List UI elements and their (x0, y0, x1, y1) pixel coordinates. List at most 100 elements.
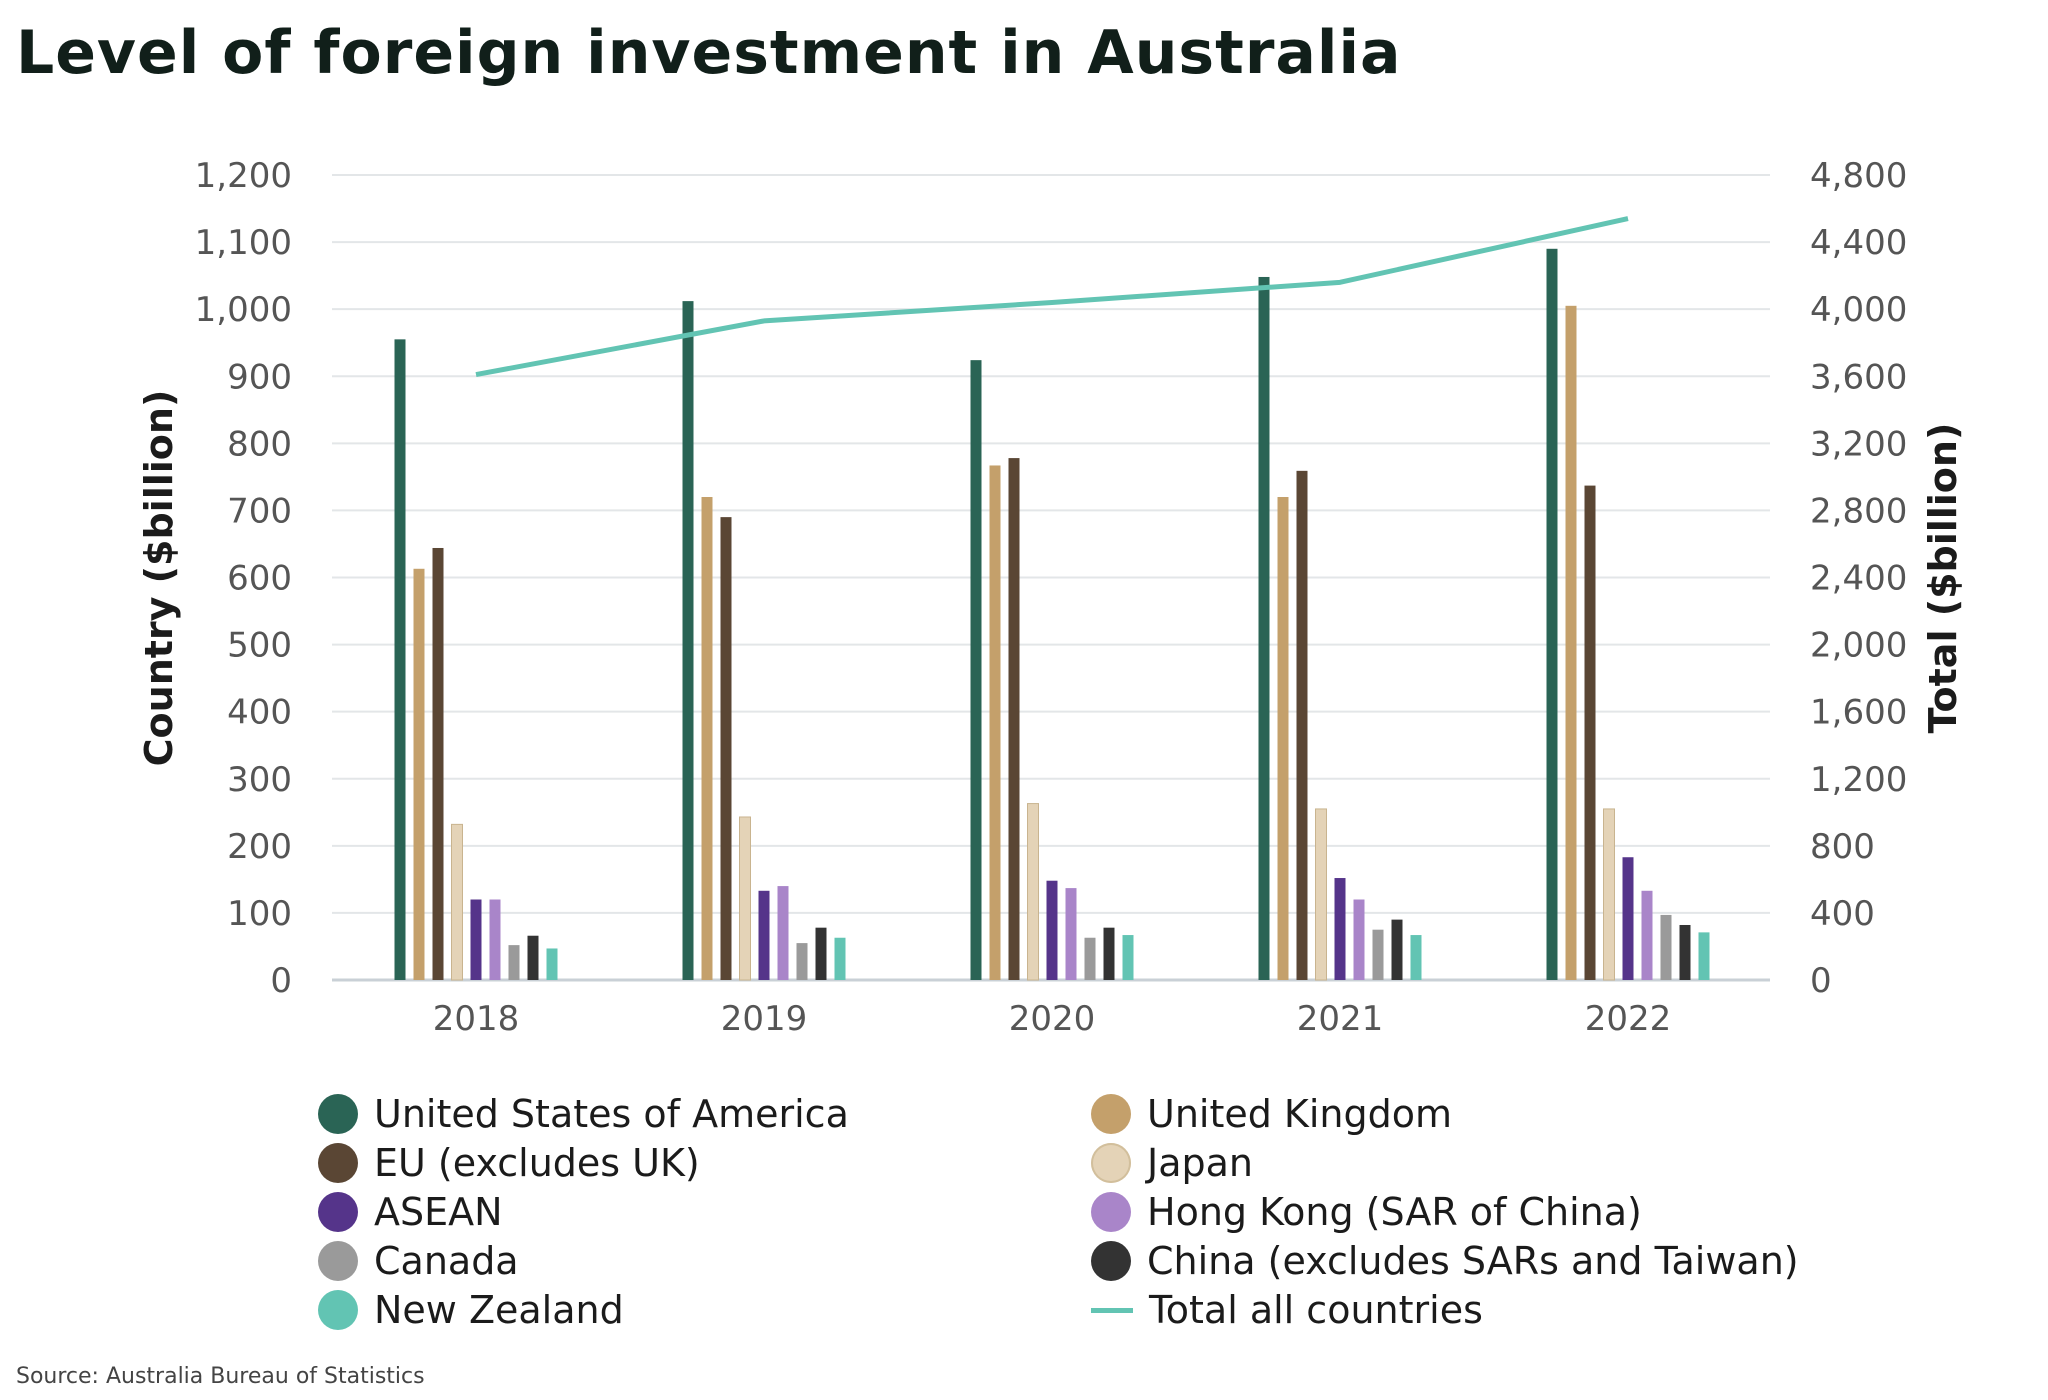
bar-united-states-of-america-2020 (970, 360, 982, 980)
bar-new-zealand-2018 (546, 948, 558, 980)
legend-swatch (1091, 1094, 1131, 1134)
bar-hong-kong-sar-of-china--2020 (1065, 888, 1077, 980)
bar-new-zealand-2019 (834, 937, 846, 980)
bar-eu-excludes-uk--2020 (1008, 458, 1020, 980)
bar-hong-kong-sar-of-china--2022 (1641, 890, 1653, 980)
legend-swatch (318, 1094, 358, 1134)
bar-hong-kong-sar-of-china--2021 (1353, 899, 1365, 980)
legend-swatch (318, 1241, 358, 1281)
right-tick-label: 3,600 (1810, 357, 1907, 397)
right-tick-label: 0 (1810, 961, 1832, 1001)
left-tick-label: 900 (227, 357, 292, 397)
legend-swatch (1091, 1192, 1131, 1232)
left-tick-label: 400 (227, 693, 292, 733)
bar-asean-2021 (1334, 878, 1346, 980)
legend-label: United Kingdom (1147, 1092, 1453, 1136)
legend-item: United Kingdom (1091, 1092, 1452, 1136)
legend-swatch (318, 1143, 358, 1183)
legend-swatch (1091, 1307, 1133, 1313)
x-tick-label: 2021 (1297, 999, 1384, 1039)
bar-united-states-of-america-2018 (394, 339, 406, 981)
x-tick-label: 2019 (721, 999, 808, 1039)
bar-united-states-of-america-2021 (1258, 276, 1270, 980)
left-tick-label: 700 (227, 491, 292, 531)
legend-swatch (1091, 1143, 1131, 1183)
bar-china-excludes-sars-and-taiwan--2019 (815, 927, 827, 980)
bar-eu-excludes-uk--2022 (1584, 485, 1596, 980)
bar-asean-2020 (1046, 880, 1058, 980)
legend-item: China (excludes SARs and Taiwan) (1091, 1239, 1799, 1283)
bar-eu-excludes-uk--2021 (1296, 470, 1308, 980)
bar-united-kingdom-2020 (989, 465, 1001, 980)
bar-china-excludes-sars-and-taiwan--2020 (1103, 927, 1115, 980)
chart-title: Level of foreign investment in Australia (16, 18, 1402, 88)
legend-label: EU (excludes UK) (374, 1141, 700, 1185)
right-tick-label: 2,800 (1810, 491, 1907, 531)
legend-swatch (318, 1290, 358, 1330)
bar-canada-2021 (1372, 929, 1384, 980)
legend-swatch (318, 1192, 358, 1232)
legend-item: ASEAN (318, 1190, 503, 1234)
x-tick-label: 2020 (1009, 999, 1096, 1039)
chart-area: 0 100 200 300 400 500 600 700 800 900 1,000 1,100 1,… (137, 156, 1965, 1039)
bar-united-states-of-america-2022 (1546, 248, 1558, 980)
bar-china-excludes-sars-and-taiwan--2021 (1391, 919, 1403, 980)
right-tick-label: 400 (1810, 894, 1875, 934)
bar-united-states-of-america-2019 (682, 301, 694, 980)
legend-item: Japan (1091, 1141, 1253, 1185)
bar-china-excludes-sars-and-taiwan--2018 (527, 935, 539, 980)
bar-new-zealand-2021 (1410, 935, 1422, 980)
legend-label: China (excludes SARs and Taiwan) (1147, 1239, 1799, 1283)
left-axis-label: Country ($billion) (137, 390, 181, 767)
left-tick-label: 500 (227, 626, 292, 666)
bar-canada-2020 (1084, 937, 1096, 980)
legend-label: New Zealand (374, 1288, 624, 1332)
left-tick-label: 1,000 (195, 290, 292, 330)
legend-label: Canada (374, 1239, 519, 1283)
bar-asean-2018 (470, 899, 482, 980)
right-tick-label: 4,800 (1810, 156, 1907, 196)
right-tick-label: 4,000 (1810, 290, 1907, 330)
left-axis-ticks: 0 100 200 300 400 500 600 700 800 900 1,000 1,100 1,… (195, 156, 292, 1001)
bar-china-excludes-sars-and-taiwan--2022 (1679, 924, 1691, 980)
bar-new-zealand-2020 (1122, 935, 1134, 980)
left-tick-label: 1,100 (195, 223, 292, 263)
left-tick-label: 0 (270, 961, 292, 1001)
right-tick-label: 1,600 (1810, 693, 1907, 733)
bar-hong-kong-sar-of-china--2019 (777, 886, 789, 980)
legend-label: Total all countries (1149, 1288, 1483, 1332)
legend-item: New Zealand (318, 1288, 624, 1332)
legend-label: ASEAN (374, 1190, 503, 1234)
right-tick-label: 800 (1810, 827, 1875, 867)
bar-canada-2022 (1660, 914, 1672, 980)
legend-item: Total all countries (1091, 1288, 1483, 1332)
bar-canada-2018 (508, 945, 520, 980)
legend-item: Canada (318, 1239, 519, 1283)
bar-asean-2019 (758, 890, 770, 980)
bar-united-kingdom-2018 (413, 568, 425, 980)
bar-new-zealand-2022 (1698, 932, 1710, 980)
legend-label: Hong Kong (SAR of China) (1147, 1190, 1642, 1234)
bar-japan-2022 (1603, 808, 1615, 981)
bar-japan-2018 (451, 823, 463, 981)
bars (394, 248, 1710, 981)
x-tick-label: 2022 (1585, 999, 1672, 1039)
legend-item: EU (excludes UK) (318, 1141, 700, 1185)
bar-united-kingdom-2019 (701, 497, 713, 980)
legend-item: United States of America (318, 1092, 849, 1136)
bar-hong-kong-sar-of-china--2018 (489, 899, 501, 980)
legend-swatch (1091, 1241, 1131, 1281)
legend: United States of America United Kingdom EU… (318, 1092, 1878, 1342)
total-line (475, 216, 1629, 378)
bar-asean-2022 (1622, 857, 1634, 980)
bar-united-kingdom-2021 (1277, 497, 1289, 980)
legend-label: Japan (1147, 1141, 1253, 1185)
right-tick-label: 2,400 (1810, 559, 1907, 599)
right-axis-label: Total ($billion) (1921, 423, 1965, 734)
bar-united-kingdom-2022 (1565, 305, 1577, 980)
right-tick-label: 4,400 (1810, 223, 1907, 263)
left-tick-label: 200 (227, 827, 292, 867)
left-tick-label: 1,200 (195, 156, 292, 196)
left-tick-label: 600 (227, 559, 292, 599)
bar-canada-2019 (796, 943, 808, 980)
